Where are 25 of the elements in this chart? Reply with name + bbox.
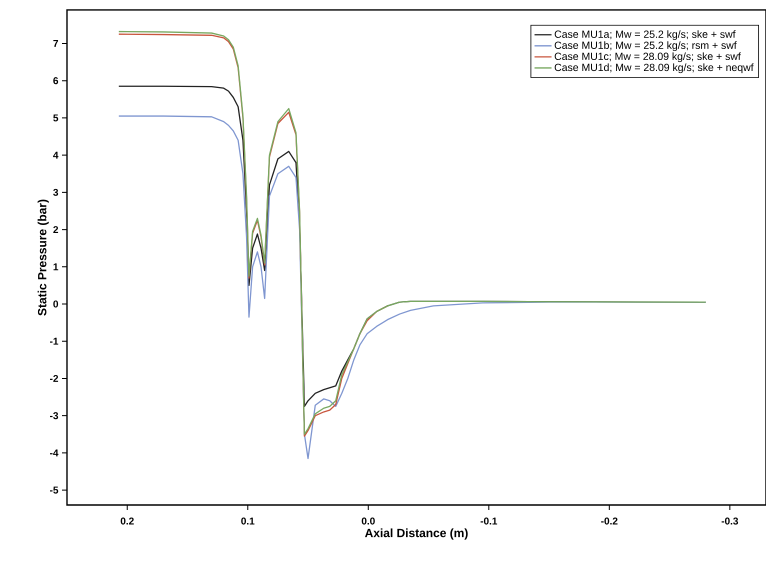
x-tick-label: 0.2: [120, 518, 134, 525]
y-tick-label: 4: [53, 152, 58, 159]
x-axis-title: Axial Distance (m): [364, 528, 468, 540]
y-tick-label: 1: [54, 263, 58, 270]
legend-label: Case MU1a; Mw = 25.2 kg/s; ske + swf: [554, 30, 736, 40]
y-tick-label: -5: [50, 486, 58, 494]
y-tick-label: 5: [53, 114, 58, 122]
y-tick-label: -4: [50, 449, 58, 456]
y-tick-label: -3: [50, 412, 58, 420]
y-tick-label: 0: [53, 300, 58, 308]
x-tick-label: -0.2: [601, 518, 618, 525]
legend-label: Case MU1b; Mw = 25.2 kg/s; rsm + swf: [554, 41, 737, 52]
legend-label: Case MU1d; Mw = 28.09 kg/s; ske + neqwf: [554, 63, 754, 74]
y-tick-label: -1: [50, 338, 58, 345]
y-tick-label: 7: [53, 40, 58, 47]
x-tick-label: -0.3: [722, 518, 738, 525]
y-tick-label: 6: [53, 77, 58, 84]
y-tick-label: 2: [53, 226, 58, 234]
y-axis-title: Static Pressure (bar): [38, 200, 49, 316]
y-tick-label: 3: [53, 188, 58, 196]
legend-label: Case MU1c; Mw = 28.09 kg/s; ske + swf: [554, 52, 741, 62]
x-tick-label: -0.1: [480, 518, 498, 525]
x-tick-label: 0.1: [241, 518, 254, 525]
x-tick-label: 0.0: [362, 518, 375, 525]
y-tick-label: -2: [50, 374, 58, 382]
